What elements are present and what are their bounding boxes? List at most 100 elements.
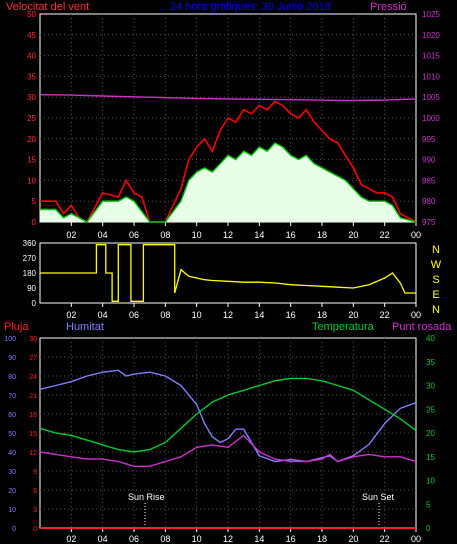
wind-speed-tick-label: 50 [27,10,36,19]
rain-tick-label: 21 [29,393,37,400]
rain-tick-label: 6 [33,488,37,495]
wind-speed-tick-label: 5 [32,197,37,206]
wind-speed-tick-label: 40 [27,52,36,61]
time-tick-label: 08 [160,534,170,544]
time-tick-label: 00 [411,230,421,240]
humidity-tick-label: 10 [8,507,16,514]
time-tick-label: 18 [317,310,327,320]
temperature-ticks: 0 5 10 15 20 25 30 35 40 [426,334,435,533]
time-tick-label: 08 [160,230,170,240]
temperature-tick-label: 40 [426,334,435,343]
temperature-tick-label: 10 [426,477,435,486]
pressure-tick-label: 980 [422,197,436,206]
time-tick-label: 14 [254,310,264,320]
humidity-tick-label: 20 [8,488,16,495]
pressure-axis-label: Pressió [370,1,407,13]
time-tick-label: 20 [348,310,358,320]
pressure-tick-label: 990 [422,156,436,165]
temperature-tick-label: 15 [426,453,435,462]
wind-speed-tick-label: 0 [32,218,37,227]
humidity-tick-label: 50 [8,431,16,438]
humidity-tick-label: 80 [8,374,16,381]
temperature-tick-label: 30 [426,382,435,391]
compass-label: N [432,244,440,256]
time-tick-label: 14 [254,230,264,240]
pressure-tick-label: 1015 [422,52,440,61]
wind-speed-tick-label: 20 [27,135,36,144]
humidity-tick-label: 30 [8,469,16,476]
rain-tick-label: 3 [33,507,37,514]
rain-tick-label: 9 [33,469,37,476]
time-tick-label: 14 [254,534,264,544]
time-tick-label: 08 [160,310,170,320]
humidity-tick-label: 40 [8,450,16,457]
time-tick-label: 02 [66,534,76,544]
time-tick-label: 12 [223,230,233,240]
compass-label: E [432,289,439,301]
compass-label: N [432,304,440,316]
rain-tick-label: 15 [29,431,37,438]
direction-degree-ticks: 0 90 180 270 360 [23,239,37,308]
time-tick-label: 00 [411,534,421,544]
dewpoint-line [39,434,417,467]
humidity-tick-label: 0 [12,526,16,533]
pressure-tick-label: 985 [422,176,436,185]
pressure-tick-label: 1000 [422,114,440,123]
time-tick-label: 20 [348,230,358,240]
compass-label: W [431,259,442,271]
time-tick-label: 16 [286,230,296,240]
direction-tick-label: 360 [23,239,37,248]
wind-speed-tick-label: 35 [27,72,36,81]
chart-title: 24 hora gràfiques: 30 Junio 2018 [170,1,331,13]
pressure-tick-label: 1005 [422,93,440,102]
wind-average-line [40,142,417,223]
wind-speed-tick-label: 25 [27,114,36,123]
humidity-tick-label: 70 [8,393,16,400]
time-tick-label: 06 [129,310,139,320]
time-tick-label: 04 [98,230,108,240]
pressure-ticks: 975 980 985 990 995 1000 1005 1010 1015 1020 1025 [422,10,440,227]
time-tick-label: 12 [223,310,233,320]
pressure-tick-label: 1020 [422,31,440,40]
pressure-tick-label: 975 [422,218,436,227]
rain-axis-label: Pluja [4,321,29,333]
rain-tick-label: 27 [29,355,37,362]
temperature-tick-label: 25 [426,405,435,414]
wind-speed-tick-label: 10 [27,176,36,185]
sunrise-label: Sun Rise [128,492,165,502]
rain-tick-label: 0 [33,526,37,533]
pressure-tick-label: 1025 [422,10,440,19]
direction-tick-label: 180 [23,269,37,278]
rain-tick-label: 24 [29,374,37,381]
time-tick-label: 18 [317,230,327,240]
time-tick-label: 06 [129,230,139,240]
direction-tick-label: 0 [32,299,37,308]
wind-speed-axis-label: Velocitat del vent [6,1,89,13]
rain-tick-label: 12 [29,450,37,457]
direction-panel-time-ticks: 02 04 06 08 10 12 14 16 18 20 22 00 [66,303,421,320]
wind-pressure-panel: Velocitat del vent 24 hora gràfiques: 30… [6,1,440,240]
time-tick-label: 10 [192,230,202,240]
time-tick-label: 02 [66,310,76,320]
time-tick-label: 00 [411,310,421,320]
temperature-axis-label: Temperatura [312,321,375,333]
humidity-ticks: 0 10 20 30 40 50 60 70 80 90 100 [4,336,16,533]
time-tick-label: 22 [380,230,390,240]
sunset-label: Sun Set [362,492,395,502]
time-tick-label: 04 [98,534,108,544]
pressure-tick-label: 1010 [422,72,440,81]
time-tick-label: 04 [98,310,108,320]
humidity-tick-label: 60 [8,412,16,419]
rain-tick-label: 18 [29,412,37,419]
humidity-tick-label: 100 [4,336,16,343]
time-tick-label: 16 [286,310,296,320]
time-tick-label: 06 [129,534,139,544]
compass-label: S [432,274,439,286]
direction-tick-label: 270 [23,254,37,263]
rain-tick-label: 30 [29,336,37,343]
time-tick-label: 20 [348,534,358,544]
wind-speed-tick-label: 30 [27,93,36,102]
